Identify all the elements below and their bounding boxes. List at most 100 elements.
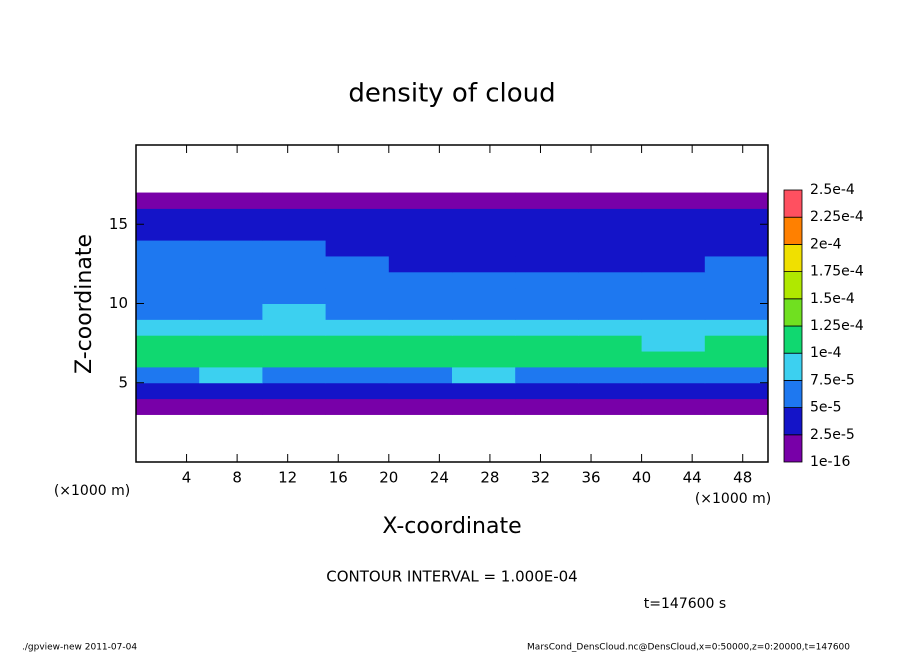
footer: ./gpview-new 2011-07-04 (22, 643, 137, 653)
heat-cell (515, 271, 579, 289)
x-tick-label: 8 (232, 469, 242, 487)
colorbar-swatch (783, 271, 803, 300)
heat-cell (262, 240, 327, 257)
heat-cell (199, 335, 263, 352)
heat-cell (704, 192, 769, 209)
heat-cell (262, 335, 327, 352)
contour-note: CONTOUR INTERVAL = 1.000E-04 (326, 568, 577, 586)
heat-cell (452, 366, 516, 384)
heat-cell (136, 255, 200, 273)
heat-cell (704, 271, 769, 289)
x-tick-label: 24 (430, 469, 449, 487)
colorbar-swatch (783, 407, 803, 436)
colorbar-swatch (783, 243, 803, 272)
heat-cell (325, 319, 390, 336)
heat-cell (262, 351, 327, 368)
heat-cell (325, 398, 390, 415)
heat-cell (325, 208, 390, 225)
heat-cell (452, 224, 516, 241)
heat-cell (641, 398, 706, 415)
heat-cell (641, 240, 706, 257)
x-tick-label: 32 (531, 469, 550, 487)
heat-cell (199, 271, 263, 289)
heat-cell (325, 351, 390, 368)
heat-cell (262, 255, 327, 273)
heat-cell (578, 335, 643, 352)
heat-cell (704, 303, 769, 320)
heat-cell (641, 351, 706, 368)
heat-cell (578, 271, 643, 289)
heat-cell (452, 208, 516, 225)
heat-cell (388, 303, 453, 320)
heat-cell (388, 240, 453, 257)
heat-cell (325, 240, 390, 257)
colorbar-swatch (783, 434, 803, 463)
heat-cell (388, 398, 453, 415)
heat-cell (136, 192, 200, 209)
heat-cell (515, 224, 579, 241)
heat-cell (452, 192, 516, 209)
heat-cell (578, 224, 643, 241)
colorbar-swatch (783, 325, 803, 354)
heat-cell (199, 224, 263, 241)
heat-cell (388, 255, 453, 273)
x-unit: (×1000 m) (695, 491, 771, 507)
x-tick-label: 12 (278, 469, 297, 487)
heat-cell (388, 224, 453, 241)
y-tick-label: 10 (109, 294, 128, 312)
heat-cell (199, 398, 263, 415)
colorbar-label: 2.25e-4 (810, 209, 864, 225)
heat-cell (388, 366, 453, 384)
heat-cell (578, 255, 643, 273)
heat-cell (199, 303, 263, 320)
y-tick-label: 5 (118, 373, 128, 391)
heat-cell (578, 398, 643, 415)
heat-cell (325, 366, 390, 384)
heat-cell (199, 366, 263, 384)
time-note: t=147600 s (644, 596, 726, 612)
footer: MarsCond_DensCloud.nc@DensCloud,x=0:5000… (527, 643, 850, 653)
heat-cell (704, 351, 769, 368)
heat-cell (262, 319, 327, 336)
heat-cell (452, 271, 516, 289)
heat-cell (641, 319, 706, 336)
heat-cell (452, 287, 516, 304)
heat-cell (578, 240, 643, 257)
heat-cell (641, 287, 706, 304)
colorbar-label: 1e-4 (810, 345, 842, 361)
heat-cell (578, 192, 643, 209)
colorbar-label: 1e-16 (810, 454, 850, 470)
colorbar-label: 7.5e-5 (810, 372, 855, 388)
heat-cell (262, 398, 327, 415)
colorbar-label: 5e-5 (810, 400, 841, 416)
colorbar-swatch (783, 379, 803, 408)
colorbar-label: 1.5e-4 (810, 291, 855, 307)
heat-cell (641, 271, 706, 289)
heat-cell (199, 319, 263, 336)
heat-cell (704, 240, 769, 257)
heat-cell (262, 366, 327, 384)
heat-cell (136, 224, 200, 241)
heat-cell (515, 366, 579, 384)
heat-cell (515, 287, 579, 304)
heat-cell (452, 303, 516, 320)
heat-cell (199, 208, 263, 225)
heat-cell (136, 303, 200, 320)
heat-cell (641, 208, 706, 225)
heat-cell (388, 319, 453, 336)
heat-cell (388, 382, 453, 400)
heat-cell (704, 287, 769, 304)
x-tick-label: 40 (632, 469, 651, 487)
heat-cell (704, 382, 769, 400)
x-tick-label: 48 (733, 469, 752, 487)
heat-cell (704, 319, 769, 336)
heat-cell (262, 303, 327, 320)
heat-cell (199, 240, 263, 257)
colorbar-label: 2.5e-5 (810, 427, 855, 443)
colorbar-label: 2e-4 (810, 236, 842, 252)
heat-cell (325, 192, 390, 209)
heat-cell (262, 271, 327, 289)
heat-cell (515, 240, 579, 257)
heat-cell (578, 208, 643, 225)
